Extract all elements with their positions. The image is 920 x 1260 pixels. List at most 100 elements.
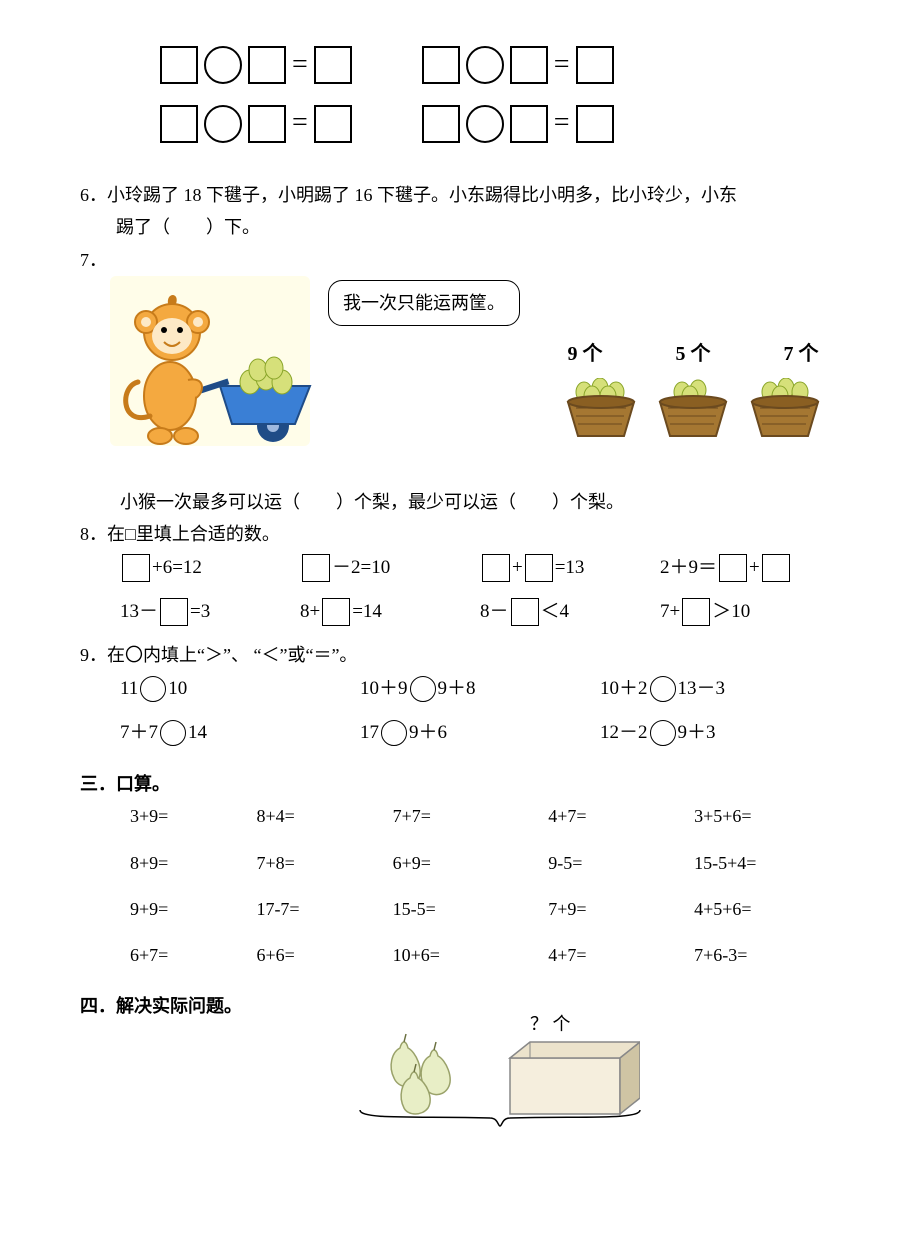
q9-number: 9． xyxy=(80,645,107,665)
blank-box[interactable] xyxy=(422,105,460,143)
basket-3 xyxy=(746,378,824,436)
monkey-cart-illustration xyxy=(110,276,310,446)
speech-bubble-wrap: 我一次只能运两筐。 xyxy=(328,280,520,326)
blank-box[interactable] xyxy=(314,46,352,84)
question-6: 6．小玲踢了 18 下毽子，小明踢了 16 下毽子。小东踢得比小明多，比小玲少，… xyxy=(80,179,840,211)
q9-r1c3b: 13－3 xyxy=(678,672,726,706)
q9-r2c2b: 9＋6 xyxy=(409,716,447,750)
q9-r2c1b: 14 xyxy=(188,716,207,750)
blank-box[interactable] xyxy=(511,598,539,626)
compare-circle[interactable] xyxy=(650,676,676,702)
blank-box[interactable] xyxy=(160,46,198,84)
mm-cell: 15-5= xyxy=(393,893,549,925)
blank-box[interactable] xyxy=(576,105,614,143)
equation-row: = = xyxy=(160,98,840,148)
blank-box[interactable] xyxy=(160,598,188,626)
mental-math-grid: 3+9= 8+4= 7+7= 4+7= 3+5+6= 8+9= 7+8= 6+9… xyxy=(130,800,840,972)
q8-title: 在□里填上合适的数。 xyxy=(107,524,280,544)
compare-circle[interactable] xyxy=(140,676,166,702)
blank-box[interactable] xyxy=(482,554,510,582)
q8-row-2: 13－=3 8+=14 8－＜4 7+＞10 xyxy=(120,595,840,629)
q9-title: 在〇内填上“＞”、 “＜”或“＝”。 xyxy=(107,645,357,665)
box-illustration: ？ 个 xyxy=(490,1038,630,1108)
q6-number: 6． xyxy=(80,185,107,205)
q9-r1c2a: 10＋9 xyxy=(360,672,408,706)
equals-sign: = xyxy=(554,40,570,90)
q9-r1c1a: 11 xyxy=(120,672,138,706)
compare-circle[interactable] xyxy=(650,720,676,746)
compare-circle[interactable] xyxy=(381,720,407,746)
blank-box[interactable] xyxy=(322,598,350,626)
speech-bubble: 我一次只能运两筐。 xyxy=(328,280,520,326)
blank-box[interactable] xyxy=(248,105,286,143)
q7-number: 7． xyxy=(80,250,107,270)
blank-box[interactable] xyxy=(160,105,198,143)
pear-cluster xyxy=(370,1028,460,1108)
q7-caption: 小猴一次最多可以运（ ）个梨，最少可以运（ ）个梨。 xyxy=(120,486,840,518)
operator-circle[interactable] xyxy=(204,105,242,143)
blank-box[interactable] xyxy=(510,46,548,84)
operator-circle[interactable] xyxy=(466,105,504,143)
q8-r2c3p: 8－ xyxy=(480,595,509,629)
q8-cell: +=13 xyxy=(480,551,660,585)
mm-cell: 10+6= xyxy=(393,939,549,971)
blank-box[interactable] xyxy=(510,105,548,143)
blank-box[interactable] xyxy=(682,598,710,626)
q8-cell: 8－＜4 xyxy=(480,595,660,629)
q8-cell: －2=10 xyxy=(300,551,480,585)
section-3-title: 三．口算。 xyxy=(80,768,840,800)
compare-circle[interactable] xyxy=(410,676,436,702)
blank-box[interactable] xyxy=(719,554,747,582)
equation-unit: = xyxy=(160,98,352,148)
q9-cell: 12－29＋3 xyxy=(600,716,840,750)
equation-unit: = xyxy=(422,40,614,90)
q6-text-a: 小玲踢了 18 下毽子，小明踢了 16 下毽子。小东踢得比小明多，比小玲少，小东 xyxy=(107,185,737,205)
q8-r2c1s: =3 xyxy=(190,595,210,629)
mm-cell: 7+8= xyxy=(256,847,392,879)
basket-labels: 9 个 5 个 7 个 xyxy=(546,336,840,372)
mm-cell: 3+5+6= xyxy=(694,800,840,832)
blank-box[interactable] xyxy=(762,554,790,582)
baskets-area: 9 个 5 个 7 个 xyxy=(546,336,840,436)
equation-row: = = xyxy=(160,40,840,90)
basket-2 xyxy=(654,378,732,436)
compare-circle[interactable] xyxy=(160,720,186,746)
blank-box[interactable] xyxy=(576,46,614,84)
q8-r1c1: +6=12 xyxy=(152,551,202,585)
mm-row: 6+7= 6+6= 10+6= 4+7= 7+6-3= xyxy=(130,939,840,971)
mm-cell: 6+6= xyxy=(256,939,392,971)
q8-r2c4s: ＞10 xyxy=(712,595,750,629)
q9-cell: 10＋9 9＋8 xyxy=(360,672,600,706)
question-7-number: 7． xyxy=(80,244,840,276)
q8-grid: +6=12 －2=10 +=13 2＋9＝+ 13－=3 8+=14 8－＜4 … xyxy=(120,551,840,629)
q9-cell: 179＋6 xyxy=(360,716,600,750)
blank-box[interactable] xyxy=(122,554,150,582)
mm-row: 9+9= 17-7= 15-5= 7+9= 4+5+6= xyxy=(130,893,840,925)
operator-circle[interactable] xyxy=(466,46,504,84)
blank-box[interactable] xyxy=(314,105,352,143)
mm-cell: 7+9= xyxy=(548,893,694,925)
equation-template-grid: = = = = xyxy=(160,40,840,149)
section-4-figure: ？ 个 xyxy=(340,1028,660,1108)
q8-cell: 2＋9＝+ xyxy=(660,551,840,585)
blank-box[interactable] xyxy=(525,554,553,582)
blank-box[interactable] xyxy=(302,554,330,582)
mm-cell: 6+7= xyxy=(130,939,256,971)
mm-cell: 4+5+6= xyxy=(694,893,840,925)
equals-sign: = xyxy=(292,40,308,90)
q9-r1c2b: 9＋8 xyxy=(438,672,476,706)
mm-cell: 7+6-3= xyxy=(694,939,840,971)
mm-cell: 9-5= xyxy=(548,847,694,879)
equation-unit: = xyxy=(160,40,352,90)
blank-box[interactable] xyxy=(422,46,460,84)
q8-r1c4p: 2＋9＝ xyxy=(660,551,717,585)
operator-circle[interactable] xyxy=(204,46,242,84)
equals-sign: = xyxy=(292,98,308,148)
mm-cell: 9+9= xyxy=(130,893,256,925)
blank-box[interactable] xyxy=(248,46,286,84)
mm-cell: 8+4= xyxy=(256,800,392,832)
q6-line2: 踢了（ ）下。 xyxy=(116,211,840,243)
q8-cell: +6=12 xyxy=(120,551,300,585)
section-4-title: 四．解决实际问题。 xyxy=(80,990,840,1022)
q9-cell: 10＋213－3 xyxy=(600,672,840,706)
